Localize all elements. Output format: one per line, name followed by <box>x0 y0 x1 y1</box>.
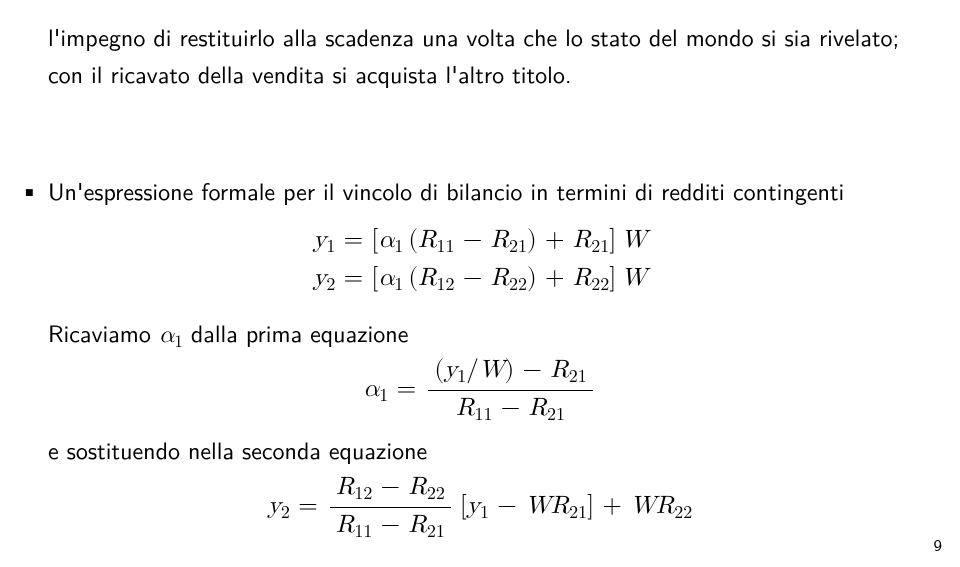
paragraph-substituting: e sostituendo nella seconda equazione <box>48 432 920 467</box>
equation-system-y1-y2: y1 = [α1 (R11 − R21) + R21] W y2 = [α1 (… <box>0 222 960 298</box>
page-number: 9 <box>934 532 943 557</box>
var-y: y <box>313 227 326 252</box>
bullet-marker: • <box>20 172 39 207</box>
equation-y2-final: y2 = R12 − R22R11 − R21 [y1 − WR21] + WR… <box>0 472 960 543</box>
paragraph-formal-expression: Un'espressione formale per il vincolo di… <box>48 172 920 209</box>
paragraph-solve-alpha1: Ricaviamo α1 dalla prima equazione <box>48 315 920 353</box>
equation-alpha1: α1 = (y1/W) − R21R11 − R21 <box>0 355 960 426</box>
paragraph-continuation: l'impegno di restituirlo alla scadenza u… <box>48 18 920 92</box>
